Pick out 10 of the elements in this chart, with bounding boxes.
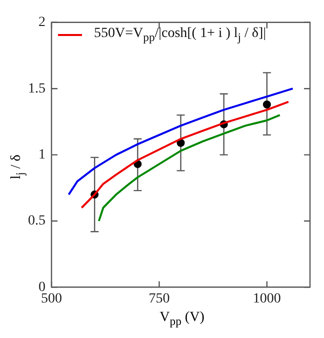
x-tick-label: 750 <box>148 291 170 306</box>
x-axis-title: V$_{pp}$ (V) <box>158 310 206 328</box>
legend-label: 550V=V$_{pp}$/|cosh[( 1+ i ) l$_{j}$ / δ]| <box>94 26 266 44</box>
y-tick-label: 2 <box>38 15 46 30</box>
x-tick-label: 1000 <box>252 291 281 306</box>
y-tick-label: 1.5 <box>28 81 46 96</box>
x-tick-label: 500 <box>41 291 62 306</box>
point <box>262 100 271 108</box>
y-tick-label: 1 <box>38 147 46 162</box>
y-tick-label: 0.5 <box>28 214 46 229</box>
